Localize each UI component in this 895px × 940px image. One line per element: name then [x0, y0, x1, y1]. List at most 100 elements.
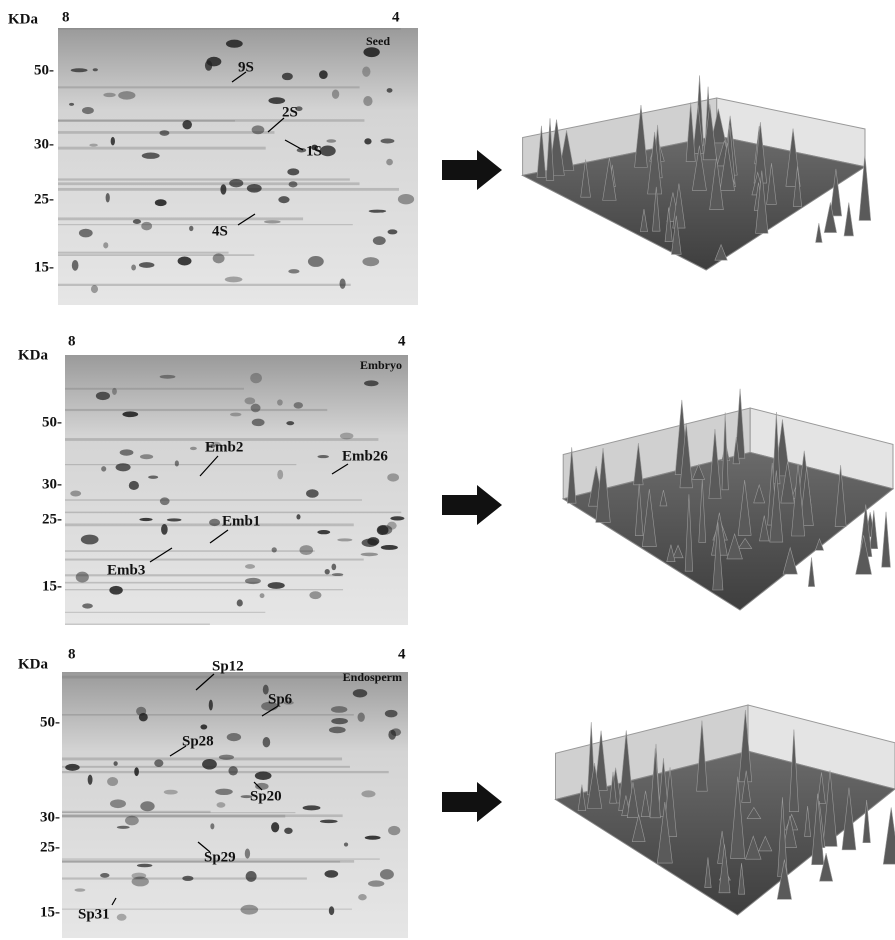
- gel-spot: [116, 913, 127, 921]
- spot-label: Emb26: [342, 448, 388, 464]
- mw-marker: 30-: [42, 476, 62, 492]
- gel-spot: [161, 524, 168, 535]
- gel-streak: [65, 558, 364, 561]
- plot-peak: [791, 463, 806, 537]
- plot-peak: [759, 515, 770, 542]
- gel-streak: [65, 511, 402, 514]
- spot-pointer: [197, 841, 211, 853]
- gel-streak: [65, 438, 379, 441]
- mw-marker: 15-: [40, 904, 60, 920]
- gel-spot: [70, 490, 82, 497]
- gel-spot: [70, 68, 88, 73]
- mw-marker: 15-: [42, 578, 62, 594]
- plot-peak: [692, 463, 706, 480]
- plot-peak: [719, 142, 735, 191]
- gel-streak: [65, 463, 297, 466]
- gel-spot: [277, 469, 284, 480]
- mw-marker: 50-: [34, 62, 54, 78]
- plot-peak: [567, 447, 577, 504]
- gel-spot: [229, 178, 244, 188]
- gel-streak: [62, 860, 341, 863]
- gel-spot: [216, 802, 226, 808]
- gel-spot: [358, 894, 367, 901]
- plot-peak: [730, 776, 746, 859]
- gel-spot: [368, 209, 387, 213]
- gel-spot: [74, 888, 86, 892]
- spot-label: Sp29: [204, 849, 236, 865]
- gel-spot: [224, 276, 243, 283]
- gel-spot: [159, 497, 170, 506]
- plot-peak: [741, 770, 752, 803]
- gel-spot: [284, 827, 293, 834]
- gel-spot: [202, 758, 217, 770]
- gel-spot: [251, 125, 265, 135]
- spot-pointer: [199, 455, 219, 477]
- gel-spot: [82, 603, 93, 609]
- gel-streak: [58, 254, 255, 256]
- pi-left: 8: [62, 9, 70, 25]
- gel-spot: [208, 699, 213, 711]
- gel-spot: [244, 577, 261, 585]
- plot-peak: [788, 729, 799, 812]
- plot-peak: [577, 784, 587, 811]
- gel-streak: [58, 146, 266, 150]
- gel-spot: [65, 763, 80, 771]
- gel-spot: [379, 869, 394, 880]
- gel-spot: [293, 402, 303, 409]
- gel-spot: [388, 825, 401, 836]
- plot-peak: [776, 859, 792, 900]
- spot-label: Emb2: [205, 439, 243, 455]
- gel-spot: [271, 822, 280, 833]
- gel-spot: [337, 538, 353, 542]
- plot-peak: [829, 168, 843, 217]
- gel-spot: [218, 754, 235, 760]
- gel-spot: [251, 418, 265, 427]
- gel-spot: [182, 875, 194, 881]
- plot-peak: [834, 465, 847, 527]
- mw-marker: 50-: [40, 714, 60, 730]
- gel-spot: [250, 372, 262, 384]
- gel-spot: [215, 788, 233, 796]
- gel-streak: [65, 408, 328, 412]
- gel-spot: [367, 537, 380, 546]
- plot-peak: [738, 863, 746, 895]
- gel-spot: [112, 387, 117, 395]
- gel-spot: [82, 107, 94, 115]
- gel-spot: [204, 60, 213, 71]
- gel-spot: [92, 68, 98, 72]
- plot-peak: [641, 489, 657, 547]
- plot-peak: [746, 806, 762, 819]
- spot-pointer: [331, 463, 349, 475]
- tissue-label: Seed: [366, 34, 390, 48]
- gel-spot: [139, 517, 153, 522]
- gel-spot: [75, 571, 89, 583]
- gel-spot: [286, 421, 295, 426]
- gel-spot: [90, 285, 99, 294]
- gel-spot: [95, 391, 110, 401]
- gel-spot: [331, 563, 337, 571]
- plot-peak: [656, 802, 673, 864]
- gel-spot: [141, 221, 153, 231]
- plot-peak: [647, 131, 663, 195]
- plot-peak: [758, 835, 773, 852]
- gel-spot: [166, 518, 182, 522]
- pi-right: 4: [398, 646, 406, 662]
- mw-marker: 25-: [34, 191, 54, 207]
- plot-floor: [554, 750, 895, 916]
- gel-spot: [299, 545, 314, 556]
- plot-peak: [792, 166, 802, 207]
- plot-peak: [881, 511, 891, 568]
- gel-streak: [62, 814, 286, 818]
- plot-peak: [732, 436, 740, 465]
- plot-peak: [652, 186, 661, 232]
- gel-spot: [246, 183, 262, 193]
- plot-peak: [737, 537, 753, 549]
- spot-label: Sp31: [78, 906, 110, 922]
- gel-spot: [141, 152, 160, 159]
- tissue-label: Endosperm: [343, 670, 402, 684]
- gel-spot: [236, 599, 243, 607]
- gel-spot: [278, 196, 290, 204]
- gel-spot: [343, 842, 349, 847]
- gel-spot: [69, 102, 75, 106]
- gel-spot: [101, 466, 107, 472]
